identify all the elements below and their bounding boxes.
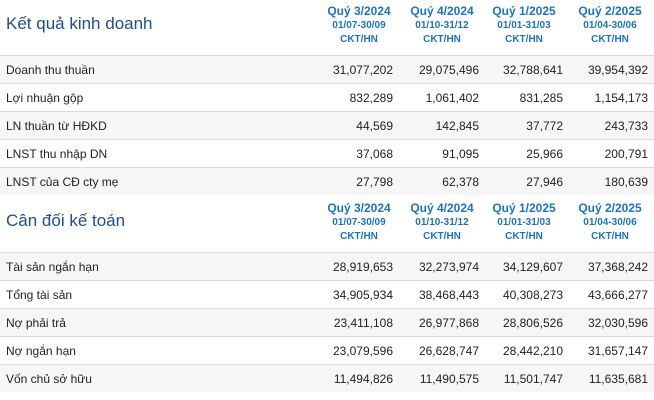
row-label[interactable]: LNST thu nhập DN [6, 147, 108, 161]
row-label[interactable]: Tài sản ngắn hạn [6, 260, 99, 274]
table-cell: 62,378 [442, 175, 479, 189]
col-quarter: Quý 3/2024 [327, 4, 391, 18]
table-cell: 11,490,575 [419, 372, 479, 386]
table-cell: 832,289 [349, 91, 393, 105]
table-row: Tổng tài sản 34,905,934 38,468,443 40,30… [0, 280, 654, 308]
income-col-head-1[interactable]: Quý 3/2024 01/07-30/09 CKT/HN [314, 4, 404, 48]
table-cell: 38,468,443 [418, 288, 479, 302]
income-col-head-3[interactable]: Quý 1/2025 01/01-31/03 CKT/HN [479, 4, 569, 48]
table-cell: 37,068 [356, 147, 393, 161]
table-cell: 44,569 [356, 119, 393, 133]
table-cell: 831,285 [519, 91, 563, 105]
col-type: CKT/HN [505, 34, 543, 45]
table-cell: 37,772 [526, 119, 563, 133]
col-type: CKT/HN [423, 34, 461, 45]
row-label[interactable]: Vốn chủ sở hữu [6, 372, 92, 386]
table-cell: 28,806,526 [502, 316, 563, 330]
col-range: 01/01-31/03 [497, 217, 551, 228]
table-cell: 23,079,596 [332, 344, 393, 358]
table-cell: 26,977,868 [418, 316, 479, 330]
table-cell: 180,639 [604, 175, 648, 189]
col-quarter: Quý 2/2025 [578, 4, 642, 18]
table-cell: 11,501,747 [503, 372, 563, 386]
table-cell: 39,954,392 [587, 63, 648, 77]
table-cell: 1,061,402 [425, 91, 479, 105]
col-type: CKT/HN [423, 231, 461, 242]
table-row: Nợ ngắn hạn 23,079,596 26,628,747 28,442… [0, 336, 654, 364]
balance-sheet-section: Cân đối kế toán Quý 3/2024 01/07-30/09 C… [0, 197, 654, 392]
income-statement-section: Kết quả kinh doanh Quý 3/2024 01/07-30/0… [0, 0, 654, 195]
balance-header: Cân đối kế toán Quý 3/2024 01/07-30/09 C… [0, 197, 654, 252]
col-range: 01/10-31/12 [415, 217, 469, 228]
col-quarter: Quý 2/2025 [578, 201, 642, 215]
table-cell: 32,788,641 [502, 63, 563, 77]
table-cell: 34,905,934 [332, 288, 393, 302]
table-cell: 27,946 [526, 175, 563, 189]
table-cell: 37,368,242 [587, 260, 648, 274]
table-row: LN thuần từ HĐKD 44,569 142,845 37,772 2… [0, 111, 654, 139]
income-col-head-4[interactable]: Quý 2/2025 01/04-30/06 CKT/HN [565, 4, 654, 48]
table-cell: 200,791 [604, 147, 648, 161]
table-cell: 28,442,210 [502, 344, 563, 358]
income-header: Kết quả kinh doanh Quý 3/2024 01/07-30/0… [0, 0, 654, 55]
col-type: CKT/HN [340, 34, 378, 45]
row-label[interactable]: Nợ ngắn hạn [6, 344, 76, 358]
income-col-head-2[interactable]: Quý 4/2024 01/10-31/12 CKT/HN [397, 4, 487, 48]
table-cell: 142,845 [435, 119, 479, 133]
col-quarter: Quý 4/2024 [410, 201, 474, 215]
table-cell: 243,733 [604, 119, 648, 133]
table-row: LNST thu nhập DN 37,068 91,095 25,966 20… [0, 139, 654, 167]
col-type: CKT/HN [591, 231, 629, 242]
balance-col-head-3[interactable]: Quý 1/2025 01/01-31/03 CKT/HN [479, 201, 569, 245]
table-row: Vốn chủ sở hữu 11,494,826 11,490,575 11,… [0, 364, 654, 392]
col-range: 01/07-30/09 [332, 20, 386, 31]
col-quarter: Quý 1/2025 [492, 201, 556, 215]
table-cell: 27,798 [356, 175, 393, 189]
col-range: 01/04-30/06 [583, 217, 637, 228]
balance-col-head-1[interactable]: Quý 3/2024 01/07-30/09 CKT/HN [314, 201, 404, 245]
row-label[interactable]: Nợ phải trả [6, 316, 66, 330]
row-label[interactable]: LNST của CĐ cty mẹ [6, 175, 119, 189]
table-cell: 32,273,974 [418, 260, 479, 274]
col-type: CKT/HN [505, 231, 543, 242]
table-cell: 34,129,607 [502, 260, 563, 274]
table-row: LNST của CĐ cty mẹ 27,798 62,378 27,946 … [0, 167, 654, 195]
table-row: Tài sản ngắn hạn 28,919,653 32,273,974 3… [0, 252, 654, 280]
table-cell: 31,657,147 [587, 344, 648, 358]
table-cell: 32,030,596 [587, 316, 648, 330]
col-type: CKT/HN [340, 231, 378, 242]
table-cell: 31,077,202 [332, 63, 393, 77]
col-range: 01/10-31/12 [415, 20, 469, 31]
col-quarter: Quý 4/2024 [410, 4, 474, 18]
table-row: Doanh thu thuần 31,077,202 29,075,496 32… [0, 55, 654, 83]
table-cell: 43,666,277 [587, 288, 648, 302]
table-cell: 1,154,173 [594, 91, 648, 105]
col-quarter: Quý 3/2024 [327, 201, 391, 215]
row-label[interactable]: Tổng tài sản [6, 288, 73, 302]
balance-col-head-4[interactable]: Quý 2/2025 01/04-30/06 CKT/HN [565, 201, 654, 245]
table-cell: 28,919,653 [332, 260, 393, 274]
col-type: CKT/HN [591, 34, 629, 45]
income-title[interactable]: Kết quả kinh doanh [6, 14, 153, 33]
table-cell: 11,635,681 [588, 372, 648, 386]
table-cell: 40,308,273 [502, 288, 563, 302]
balance-col-head-2[interactable]: Quý 4/2024 01/10-31/12 CKT/HN [397, 201, 487, 245]
col-range: 01/07-30/09 [332, 217, 386, 228]
col-quarter: Quý 1/2025 [492, 4, 556, 18]
row-label[interactable]: LN thuần từ HĐKD [6, 119, 107, 133]
table-cell: 25,966 [526, 147, 563, 161]
table-cell: 91,095 [442, 147, 479, 161]
row-label[interactable]: Doanh thu thuần [6, 63, 95, 77]
col-range: 01/04-30/06 [583, 20, 637, 31]
table-cell: 29,075,496 [418, 63, 479, 77]
table-cell: 11,494,826 [333, 372, 393, 386]
table-cell: 26,628,747 [418, 344, 479, 358]
table-row: Lợi nhuận gộp 832,289 1,061,402 831,285 … [0, 83, 654, 111]
balance-title[interactable]: Cân đối kế toán [6, 211, 126, 230]
row-label[interactable]: Lợi nhuận gộp [6, 91, 84, 105]
table-row: Nợ phải trả 23,411,108 26,977,868 28,806… [0, 308, 654, 336]
table-cell: 23,411,108 [333, 316, 393, 330]
col-range: 01/01-31/03 [497, 20, 551, 31]
